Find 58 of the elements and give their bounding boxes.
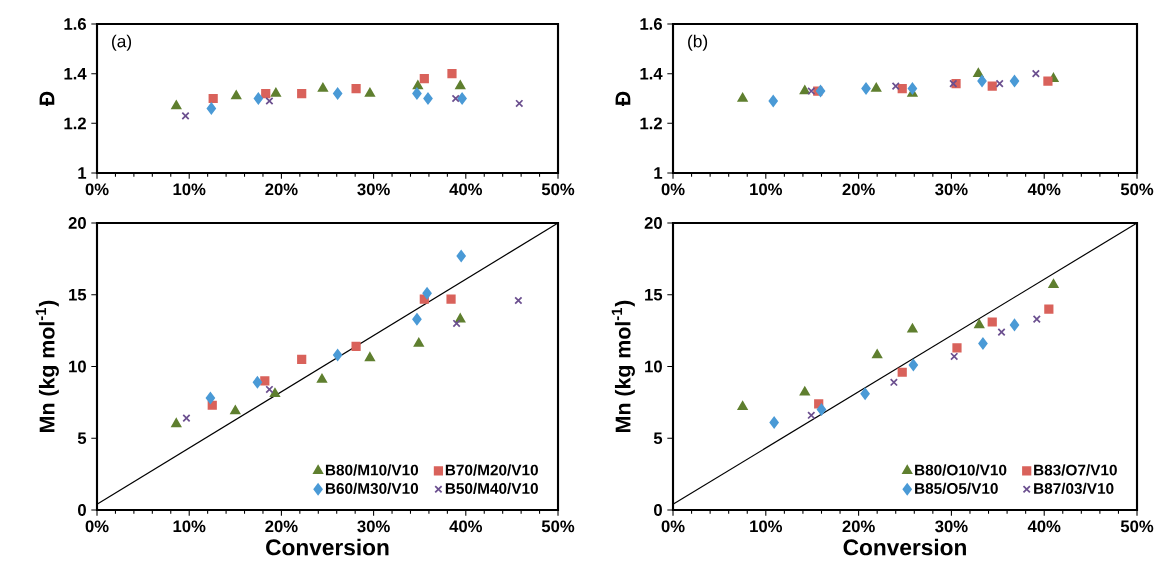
- y-tick-label: 0: [78, 504, 86, 516]
- x-axis-title: Conversion: [843, 538, 966, 556]
- y-tick-label: 1.2: [64, 117, 86, 130]
- y-tick-label: 1.2: [640, 117, 662, 130]
- legend-label: B80/M10/V10: [325, 464, 419, 476]
- y-tick-label: 5: [77, 432, 87, 445]
- y-axis-title: Đ: [615, 91, 631, 107]
- y-tick-label: 10: [645, 360, 662, 373]
- y-tick-label: 1.6: [64, 18, 86, 30]
- x-tick-label: 30%: [357, 520, 390, 533]
- legend-label: B70/M20/V10: [445, 464, 538, 476]
- x-tick-label: 20%: [265, 183, 298, 196]
- legend-label: B85/O5/V10: [915, 482, 998, 495]
- x-tick-label: 20%: [842, 520, 875, 533]
- x-tick-label: 40%: [1027, 520, 1061, 533]
- x-tick-label: 40%: [449, 183, 483, 196]
- legend-label: B83/O7/V10: [1034, 464, 1117, 476]
- x-tick-label: 40%: [1027, 183, 1061, 196]
- legend-label: B50/M40/V10: [445, 482, 538, 495]
- y-tick-label: 1.4: [64, 67, 87, 80]
- x-tick-label: 20%: [265, 520, 298, 533]
- x-tick-label: 10%: [750, 183, 783, 196]
- x-tick-label: 30%: [935, 183, 968, 196]
- x-tick-label: 0%: [85, 520, 109, 533]
- y-tick-label: 20: [68, 217, 86, 229]
- y-tick-label: 1.4: [640, 67, 663, 80]
- y-tick-label: 5: [653, 432, 663, 445]
- x-tick-label: 50%: [541, 520, 575, 533]
- y-tick-label: 15: [645, 288, 663, 301]
- x-tick-label: 10%: [173, 520, 206, 533]
- x-tick-label: 0%: [85, 183, 109, 196]
- x-tick-label: 10%: [750, 520, 783, 533]
- y-tick-label: 20: [644, 217, 662, 229]
- y-tick-label: 1.6: [640, 18, 662, 30]
- x-axis-title: Conversion: [266, 538, 389, 556]
- x-tick-label: 30%: [935, 520, 968, 533]
- legend-label: B87/03/V10: [1034, 482, 1114, 495]
- y-axis-title: Đ: [39, 91, 55, 107]
- legend-label: B80/O10/V10: [915, 464, 1007, 476]
- x-tick-label: 20%: [842, 183, 875, 196]
- y-tick-label: 1: [78, 167, 87, 179]
- y-tick-label: 0: [654, 504, 662, 516]
- y-axis-title: Mn (kg mol$^{-1}$): [611, 300, 635, 432]
- x-tick-label: 0%: [661, 520, 685, 533]
- x-tick-label: 30%: [357, 183, 390, 196]
- x-tick-label: 50%: [1120, 520, 1154, 533]
- y-tick-label: 1: [654, 167, 663, 179]
- y-axis-title: Mn (kg mol$^{-1}$): [35, 300, 59, 432]
- x-tick-label: 40%: [449, 520, 483, 533]
- y-tick-label: 15: [69, 288, 87, 301]
- annotation: (a): [112, 34, 132, 51]
- x-tick-label: 50%: [1120, 183, 1154, 196]
- annotation: (b): [688, 34, 708, 51]
- x-tick-label: 10%: [173, 183, 206, 196]
- x-tick-label: 0%: [661, 183, 685, 196]
- x-tick-label: 50%: [541, 183, 575, 196]
- y-tick-label: 10: [69, 360, 86, 373]
- legend-label: B60/M30/V10: [325, 482, 419, 495]
